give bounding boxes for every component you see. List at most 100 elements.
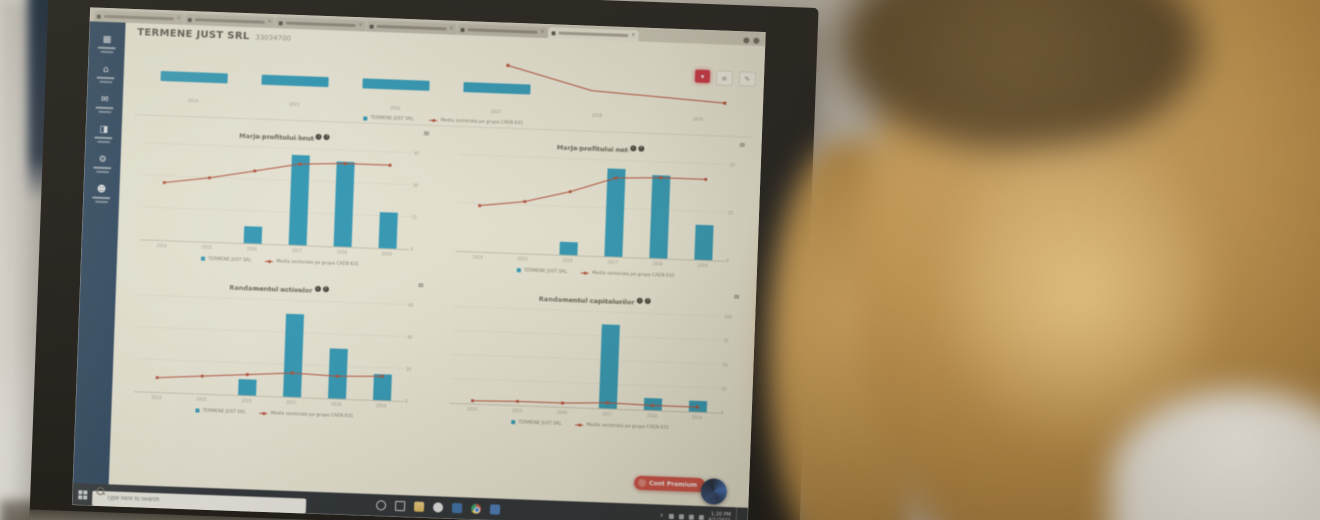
tray-chevron-icon[interactable]: ∧ [659,512,664,519]
y-axis-tick: 50 [729,162,735,168]
info-icon[interactable]: i [629,144,637,151]
tab-close-icon[interactable]: × [449,25,454,32]
y-axis-tick: 30 [412,182,419,188]
y-axis-tick: 45 [413,150,420,156]
info-icon[interactable]: i [314,285,321,292]
y-axis-tick: 50 [722,362,728,368]
sector-average-line [478,176,708,208]
tab-title [467,28,538,34]
pinned-app-icon[interactable] [489,504,501,515]
bar-marker-icon [516,268,522,273]
company-name: TERMENE JUST SRL [137,27,250,43]
x-axis-label: 2014 [151,394,162,401]
volume-icon[interactable] [698,514,704,520]
tray-icon[interactable] [678,513,684,519]
premium-button[interactable]: Cont Premium [633,475,706,493]
profile-avatar[interactable] [753,37,760,44]
chart-card-randament-capitaluri: Randamentul capitalurilor i? ≡ Profit net… [443,283,742,436]
extensions-icon[interactable] [743,37,750,44]
premium-icon [637,478,647,488]
x-axis-label: 2019 [381,251,393,257]
taskbar-search-input[interactable] [91,490,307,514]
browser-icon[interactable] [432,502,444,513]
sidebar-item-documents[interactable]: ◨ [94,125,113,144]
x-axis-label: 2017 [607,259,618,265]
help-icon[interactable]: ? [637,145,645,152]
legend-sector: Media sectoriala pe grupa CAEN 631 [265,258,359,267]
task-view-icon[interactable] [394,500,406,512]
chart-card-marja-profit-net: Marja profitului net i? ≡ Profit net / Ci… [449,131,748,284]
sector-average-line [155,371,384,380]
sector-average-line [471,399,699,409]
chart-menu-icon[interactable]: ≡ [417,280,425,290]
y-axis-tick: 100 [724,314,732,320]
sidebar-item-company[interactable]: ▦ [97,35,117,54]
chart-menu-icon[interactable]: ≡ [738,140,746,150]
start-button[interactable] [78,489,88,500]
line-marker-icon [265,260,274,262]
x-axis-label: 2016 [389,105,401,111]
x-axis-label: 2017 [286,399,297,406]
dashboard-page: ▦ ⌂ ✉ ◨ ⚙ ☻ TERMENE JUST SRL 33034700 [72,21,766,508]
y-axis-tick: 0 [720,410,724,416]
help-icon[interactable]: ? [644,297,651,304]
cortana-icon[interactable] [375,500,387,511]
show-desktop-button[interactable] [735,507,741,520]
x-axis-label: 2018 [331,401,342,407]
x-axis-label: 2017 [490,109,502,115]
sidebar-item-connections[interactable]: ⚙ [93,155,112,174]
chrome-icon[interactable] [470,503,482,514]
x-axis-label: 2014 [188,98,199,104]
x-axis-label: 2016 [246,246,258,252]
bar-marker-icon [195,408,200,413]
tab-favicon [278,20,283,25]
chart-menu-icon[interactable]: ≡ [422,128,430,138]
bar-marker-icon [363,115,368,121]
x-axis-label: 2015 [517,256,528,262]
chat-widget-logo[interactable] [700,478,728,505]
x-axis-label: 2014 [156,242,168,249]
help-icon[interactable]: ? [322,285,329,292]
file-explorer-icon[interactable] [413,501,425,512]
y-axis-tick: 15 [411,214,417,220]
network-icon[interactable] [688,514,694,520]
x-axis-label: 2019 [691,414,703,421]
mail-icon: ✉ [100,94,109,106]
x-axis-label: 2014 [467,406,478,412]
chart-plot: 0 25 50 75 100 [449,305,732,415]
charts-grid: Marja profitului brut i? ≡ Profit brut / … [123,119,751,435]
taskbar-clock[interactable]: 1:20 PM 4/1/2021 [708,511,731,520]
tab-close-icon[interactable]: × [540,28,545,36]
x-axis-label: 2014 [472,254,483,260]
x-axis-label: 2016 [241,398,252,404]
sidebar-item-mail[interactable]: ✉ [95,94,114,114]
x-axis-label: 2018 [652,261,663,267]
tab-close-icon[interactable]: × [631,32,636,39]
chart-card-randament-active: Randamentul activelor i? ≡ Profit net / T… [127,271,426,424]
search-icon [96,487,105,496]
chart-menu-icon[interactable]: ≡ [733,292,741,302]
x-axis-label: 2016 [556,409,568,416]
x-axis-label: 2016 [562,257,573,264]
system-tray: ∧ 1:20 PM 4/1/2021 [659,505,748,520]
x-axis-label: 2018 [336,249,348,255]
user-icon: ☻ [96,184,107,196]
x-axis-label: 2019 [697,262,708,269]
tab-close-icon[interactable]: × [267,18,272,26]
tab-close-icon[interactable]: × [358,22,363,29]
x-axis-label: 2017 [601,411,613,417]
line-marker-icon [575,423,584,426]
tab-favicon [551,30,556,35]
legend-sector: Media sectoriala pe grupa CAEN 631 [575,422,669,430]
outlook-icon[interactable] [451,502,463,514]
legend-sector: Media sectoriala pe grupa CAEN 631 [259,410,353,419]
sidebar-item-home[interactable]: ⌂ [96,64,115,84]
tray-icon[interactable] [668,513,674,519]
tab-favicon [96,14,101,19]
y-axis-tick: 0 [410,246,414,252]
info-icon[interactable]: i [636,297,643,304]
home-icon: ⌂ [102,64,109,76]
sidebar-item-user[interactable]: ☻ [92,184,111,204]
tab-close-icon[interactable]: × [176,15,181,22]
